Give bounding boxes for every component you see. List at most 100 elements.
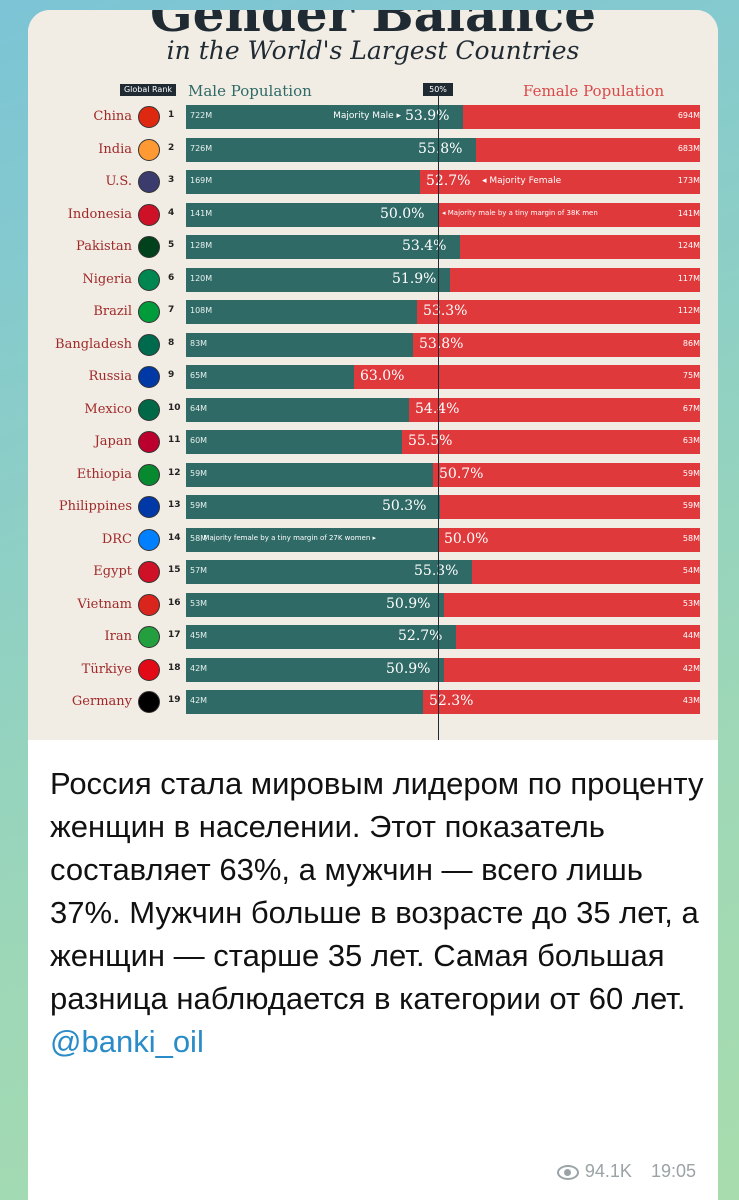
rank-number: 9	[168, 370, 175, 380]
country-name: Türkiye	[81, 661, 132, 677]
flag-icon	[138, 236, 160, 258]
female-value: 54M	[682, 566, 700, 575]
male-bar	[186, 137, 476, 162]
female-bar	[417, 300, 700, 324]
row-annotation: ◂ Majority male by a tiny margin of 38K …	[442, 208, 598, 217]
male-value: 65M	[190, 371, 208, 380]
male-value: 42M	[190, 696, 208, 705]
country-name: Iran	[104, 629, 132, 644]
rank-number: 11	[168, 435, 181, 445]
female-value: 59M	[682, 501, 700, 510]
flag-icon	[138, 658, 160, 681]
message-bubble: Gender Balance in the World's Largest Co…	[28, 10, 718, 1200]
country-name: Bangladesh	[55, 336, 132, 352]
country-name: Philippines	[58, 499, 132, 514]
rank-number: 19	[168, 695, 181, 705]
male-bar	[186, 592, 444, 617]
country-name: Indonesia	[67, 206, 132, 222]
rank-number: 3	[168, 175, 175, 185]
male-value: 141M	[190, 208, 213, 218]
country-row: India 2 726M 683M 55.8%	[28, 137, 718, 163]
message-body: Россия стала мировым лидером по проценту…	[50, 766, 704, 1016]
country-row: Bangladesh 8 83M 86M 53.8%	[28, 332, 718, 358]
male-bar	[186, 560, 472, 584]
country-name: U.S.	[105, 174, 132, 189]
flag-icon	[138, 138, 160, 161]
row-annotation: ◂ Majority Female	[482, 176, 562, 186]
country-row: Ethiopia 12 59M 59M 50.7%	[28, 462, 718, 488]
percent-label: 53.8%	[419, 335, 464, 352]
percent-label: 51.9%	[392, 270, 437, 287]
country-row: Russia 9 65M 75M 63.0%	[28, 364, 718, 390]
male-bar	[186, 495, 440, 519]
male-value: 42M	[190, 663, 208, 673]
rank-number: 16	[168, 597, 181, 608]
country-name: Mexico	[84, 401, 132, 417]
male-value: 169M	[190, 176, 213, 185]
female-value: 683M	[677, 143, 700, 153]
country-row: Vietnam 16 53M 53M 50.9%	[28, 592, 718, 618]
male-population-header: Male Population	[188, 82, 312, 100]
message-meta: 94.1K 19:05	[556, 1161, 696, 1182]
female-bar	[423, 690, 700, 714]
female-value: 58M	[682, 533, 700, 543]
rank-number: 10	[168, 402, 181, 413]
channel-link[interactable]: @banki_oil	[50, 1024, 204, 1059]
flag-icon	[138, 366, 160, 388]
male-value: 59M	[190, 501, 208, 510]
male-value: 58M	[190, 533, 208, 543]
percent-label: 50.7%	[439, 465, 484, 482]
flag-icon	[138, 268, 160, 291]
fifty-percent-badge: 50%	[423, 83, 453, 96]
percent-label: 52.3%	[429, 693, 474, 709]
male-value: 722M	[190, 111, 213, 120]
country-row: Türkiye 18 42M 42M 50.9%	[28, 657, 718, 683]
message-text: Россия стала мировым лидером по проценту…	[50, 762, 710, 1063]
country-name: Brazil	[93, 304, 132, 319]
male-bar	[186, 690, 423, 714]
male-value: 57M	[190, 566, 208, 575]
percent-label: 52.7%	[426, 173, 471, 189]
percent-label: 55.3%	[414, 563, 459, 579]
rank-number: 5	[168, 240, 175, 250]
female-value: 67M	[682, 403, 700, 413]
global-rank-header: Global Rank	[120, 84, 176, 96]
country-name: Vietnam	[77, 596, 132, 612]
percent-label: 50.0%	[444, 530, 489, 547]
flag-icon	[138, 463, 160, 486]
female-bar	[409, 397, 700, 422]
female-bar	[460, 235, 700, 259]
flag-icon	[138, 203, 160, 226]
male-value: 59M	[190, 468, 208, 478]
female-value: 75M	[682, 371, 700, 380]
percent-label: 55.8%	[418, 140, 463, 157]
percent-label: 63.0%	[360, 368, 405, 384]
female-value: 44M	[682, 631, 700, 640]
country-row: Brazil 7 108M 112M 53.3%	[28, 299, 718, 325]
percent-label: 53.4%	[402, 238, 447, 254]
country-name: Russia	[88, 369, 132, 384]
male-bar	[186, 527, 438, 552]
female-bar	[476, 137, 700, 162]
row-annotation: Majority Male ▸	[333, 111, 401, 121]
male-bar	[186, 332, 413, 357]
female-value: 173M	[677, 176, 700, 185]
female-bar	[354, 365, 700, 389]
percent-label: 50.0%	[380, 205, 425, 222]
percent-label: 55.5%	[408, 433, 453, 449]
rank-number: 15	[168, 565, 181, 575]
country-name: Pakistan	[76, 239, 132, 254]
infographic-image[interactable]: Gender Balance in the World's Largest Co…	[28, 10, 718, 740]
female-value: 43M	[682, 696, 700, 705]
rank-number: 17	[168, 630, 181, 640]
eye-icon	[556, 1164, 579, 1180]
male-value: 83M	[190, 338, 208, 348]
female-value: 694M	[677, 111, 700, 120]
flag-icon	[138, 333, 160, 356]
percent-label: 53.9%	[405, 108, 450, 124]
country-name: Germany	[71, 694, 132, 709]
male-value: 64M	[190, 403, 208, 413]
male-bar	[186, 397, 409, 422]
flag-icon	[138, 561, 160, 583]
rank-number: 2	[168, 142, 175, 153]
